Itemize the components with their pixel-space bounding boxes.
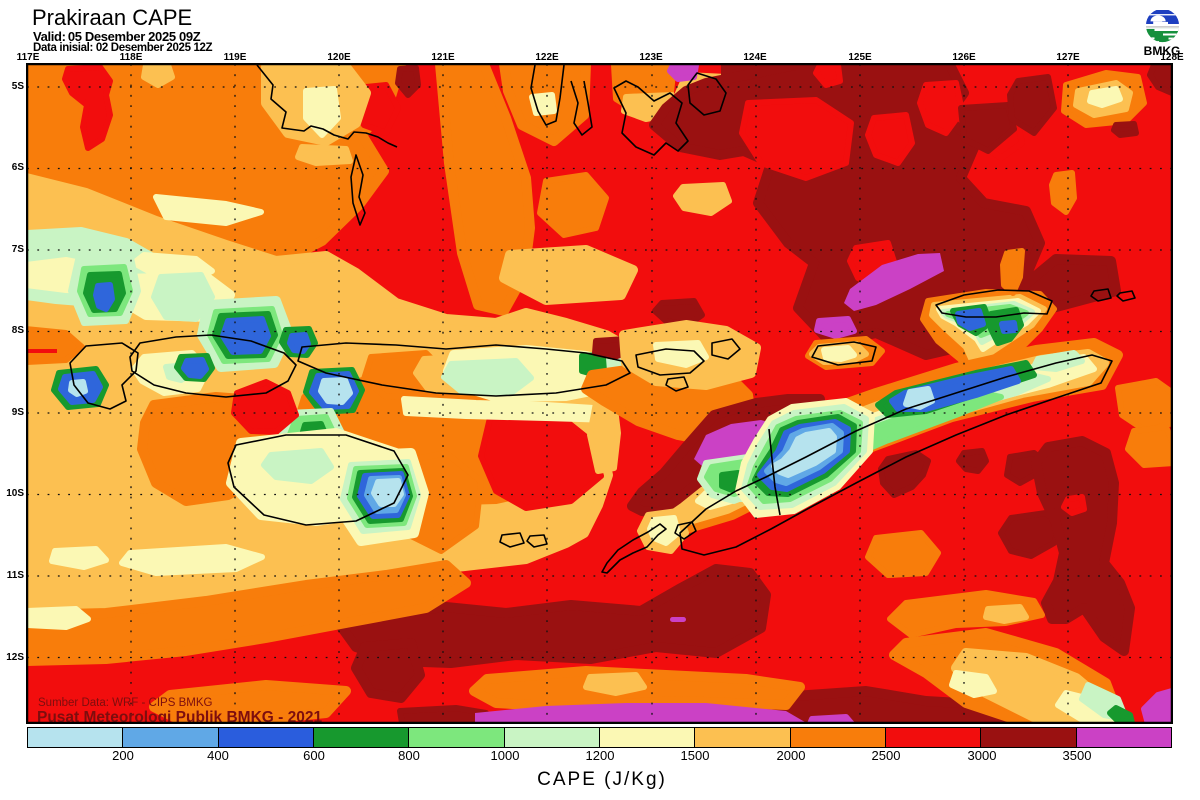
svg-text:Sumber Data: WRF - CIPS BMKG: Sumber Data: WRF - CIPS BMKG <box>38 697 213 709</box>
svg-text:Pusat Meteorologi Publik BMKG: Pusat Meteorologi Publik BMKG - 2021 <box>37 709 322 724</box>
